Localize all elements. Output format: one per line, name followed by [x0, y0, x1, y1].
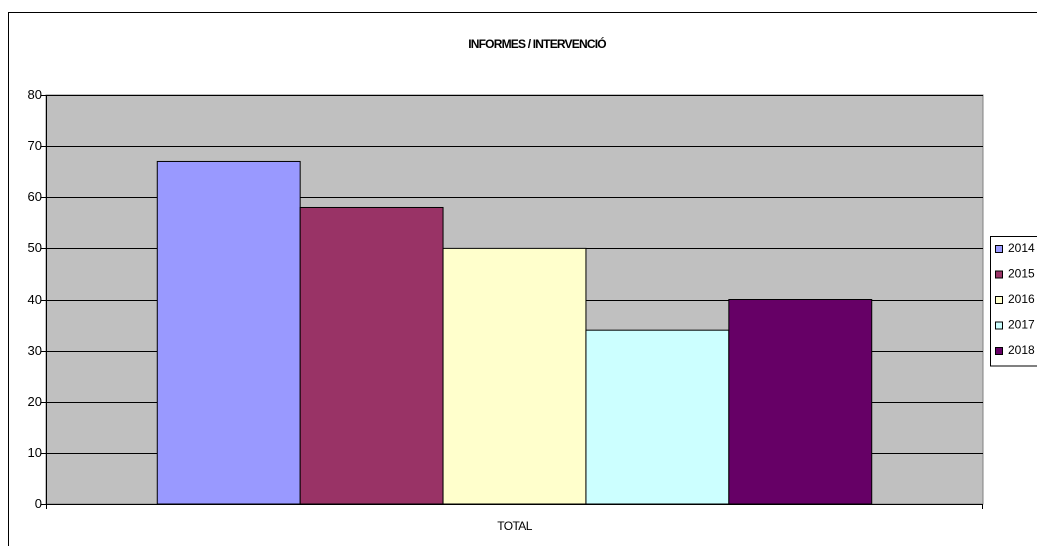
y-tick-label: 40	[28, 292, 42, 307]
legend-swatch	[995, 321, 1003, 330]
legend-label: 2014	[1008, 241, 1035, 255]
bar	[442, 247, 587, 505]
legend-swatch	[995, 245, 1003, 253]
y-tick-label: 80	[28, 87, 42, 102]
legend-swatch	[995, 270, 1003, 279]
legend-swatch	[995, 347, 1003, 355]
bar	[299, 206, 444, 505]
bar	[585, 329, 730, 505]
y-tick-label: 30	[28, 343, 42, 358]
y-tick-label: 70	[28, 138, 42, 153]
legend-swatch	[995, 296, 1003, 304]
legend-label: 2018	[1008, 343, 1035, 357]
x-tick-label: TOTAL	[497, 519, 532, 533]
y-tick-label: 50	[28, 240, 42, 255]
legend-label: 2017	[1008, 318, 1035, 332]
chart-title: INFORMES / INTERVENCIÓ	[468, 36, 606, 51]
y-tick-label: 60	[28, 189, 42, 204]
y-tick-label: 20	[28, 394, 42, 409]
bar	[728, 299, 873, 505]
y-tick-label: 10	[28, 445, 42, 460]
y-tick-label: 0	[35, 496, 42, 511]
legend-label: 2016	[1008, 292, 1035, 306]
legend-label: 2015	[1008, 267, 1035, 281]
bar	[156, 160, 301, 505]
